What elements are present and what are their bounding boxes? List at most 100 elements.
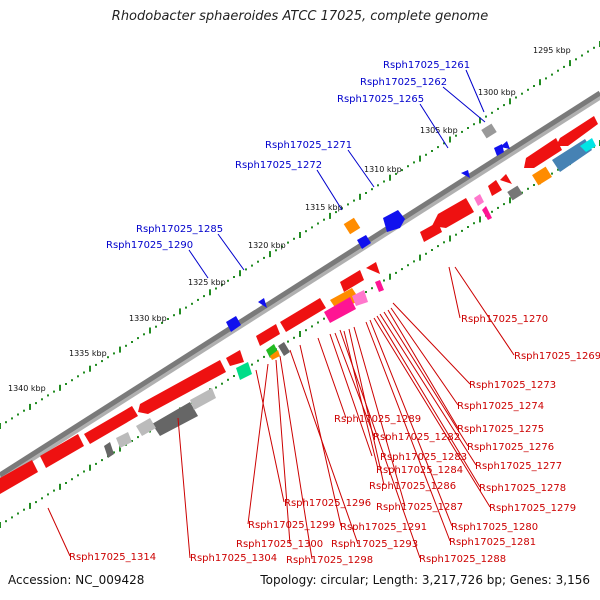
ruler-major-tick — [59, 384, 61, 391]
genes-reverse-strand — [0, 116, 598, 494]
ruler-minor-tick — [53, 489, 55, 492]
gene-lightgray — [190, 388, 216, 410]
gene-label: Rsph17025_1279 — [489, 503, 576, 514]
gene-red-arrow — [138, 360, 226, 414]
ruler-minor-tick — [521, 191, 523, 194]
ruler-major-tick — [239, 270, 241, 277]
gene-green — [266, 344, 278, 358]
ruler-minor-tick — [347, 203, 349, 206]
scale-labels: 1295 kbp 1300 kbp 1305 kbp 1310 kbp 1315… — [8, 46, 571, 393]
reverse-leader-lines — [47, 266, 515, 560]
ruler-minor-tick — [491, 111, 493, 114]
ruler-minor-tick — [95, 363, 97, 366]
ruler-minor-tick — [395, 271, 397, 274]
ruler-minor-tick — [233, 375, 235, 377]
gene-pink — [352, 290, 368, 306]
gene-label: Rsph17025_1293 — [331, 539, 418, 550]
gene-teal — [236, 362, 252, 380]
gene-label: Rsph17025_1278 — [479, 483, 566, 494]
genome-backbone — [0, 90, 600, 478]
scale-label: 1300 kbp — [478, 88, 516, 97]
ruler-minor-tick — [11, 417, 13, 420]
ruler-minor-tick — [167, 318, 169, 320]
map-title: Rhodobacter sphaeroides ATCC 17025, comp… — [111, 9, 489, 24]
ruler-minor-tick — [17, 512, 19, 515]
ruler-minor-tick — [437, 245, 439, 248]
gene-label: Rsph17025_1304 — [190, 553, 277, 564]
ruler-minor-tick — [251, 264, 253, 267]
ruler-minor-tick — [515, 96, 517, 99]
ruler-minor-tick — [317, 222, 319, 225]
ruler-minor-tick — [11, 516, 13, 519]
ruler-minor-tick — [467, 226, 469, 228]
ruler-minor-tick — [521, 92, 523, 95]
ruler-minor-tick — [563, 65, 565, 68]
ruler-minor-tick — [437, 146, 439, 149]
ruler-minor-tick — [455, 233, 457, 236]
gene-label: Rsph17025_1276 — [467, 442, 554, 453]
ruler-major-tick — [359, 193, 361, 200]
gene-red-arrow — [84, 406, 138, 444]
scale-label: 1340 kbp — [8, 384, 46, 393]
gene-magenta — [482, 206, 492, 220]
ruler-minor-tick — [125, 344, 127, 347]
ruler-major-tick — [449, 235, 451, 242]
ruler-minor-tick — [233, 276, 235, 278]
gene-label: Rsph17025_1274 — [457, 401, 544, 412]
ruler-minor-tick — [155, 325, 157, 328]
ruler-minor-tick — [77, 474, 79, 477]
ruler-minor-tick — [101, 459, 103, 462]
gene-gray — [507, 185, 523, 201]
gene-blue-arrow — [226, 316, 241, 332]
ruler-minor-tick — [527, 88, 529, 91]
ruler-minor-tick — [23, 409, 25, 412]
ruler-minor-tick — [311, 325, 313, 328]
ruler-minor-tick — [461, 229, 463, 232]
ruler-minor-tick — [497, 107, 499, 110]
ruler-minor-tick — [215, 287, 217, 290]
ruler-minor-tick — [455, 134, 457, 137]
gene-label: Rsph17025_1271 — [265, 140, 352, 151]
ruler-major-tick — [29, 502, 31, 509]
gene-red-arrow — [40, 434, 84, 468]
gene-gray — [152, 402, 198, 436]
ruler-minor-tick — [407, 165, 409, 168]
gene-red-arrow — [226, 350, 244, 366]
ruler-minor-tick — [287, 340, 289, 343]
scale-label: 1330 kbp — [129, 314, 167, 323]
gene-label: Rsph17025_1270 — [461, 314, 548, 325]
ruler-minor-tick — [113, 352, 115, 355]
gene-blue-arrow — [383, 210, 405, 232]
gene-gray — [104, 442, 114, 458]
gene-red-arrow — [432, 198, 474, 228]
ruler-major-tick — [89, 464, 91, 471]
ruler-minor-tick — [137, 337, 139, 340]
scale-label: 1310 kbp — [364, 165, 402, 174]
gene-blue-arrow — [357, 235, 371, 249]
ruler-minor-tick — [41, 398, 43, 401]
reverse-gene-labels: Rsph17025_1270 Rsph17025_1269 Rsph17025_… — [69, 314, 600, 566]
ruler-minor-tick — [131, 440, 133, 442]
ruler-minor-tick — [485, 115, 487, 118]
ruler-minor-tick — [473, 123, 475, 126]
ruler-minor-tick — [197, 298, 199, 301]
ruler-minor-tick — [131, 341, 133, 343]
ruler-major-tick — [539, 79, 541, 86]
gene-label: Rsph17025_1280 — [451, 522, 538, 533]
gene-label: Rsph17025_1285 — [136, 224, 223, 235]
ruler-minor-tick — [263, 256, 265, 259]
ruler-minor-tick — [257, 359, 259, 362]
forward-gene-labels: Rsph17025_1261 Rsph17025_1262 Rsph17025_… — [106, 60, 470, 251]
ruler-major-tick — [209, 289, 211, 296]
ruler-minor-tick — [557, 69, 559, 72]
ruler-major-tick — [119, 346, 121, 353]
ruler-major-tick — [479, 117, 481, 124]
ruler-minor-tick — [257, 260, 259, 263]
ruler-minor-tick — [557, 168, 559, 171]
gene-label: Rsph17025_1314 — [69, 552, 156, 563]
ruler-minor-tick — [323, 317, 325, 320]
ruler-minor-tick — [365, 291, 367, 293]
gene-orange — [270, 350, 280, 360]
ruler-minor-tick — [371, 287, 373, 290]
ruler-minor-tick — [335, 211, 337, 214]
